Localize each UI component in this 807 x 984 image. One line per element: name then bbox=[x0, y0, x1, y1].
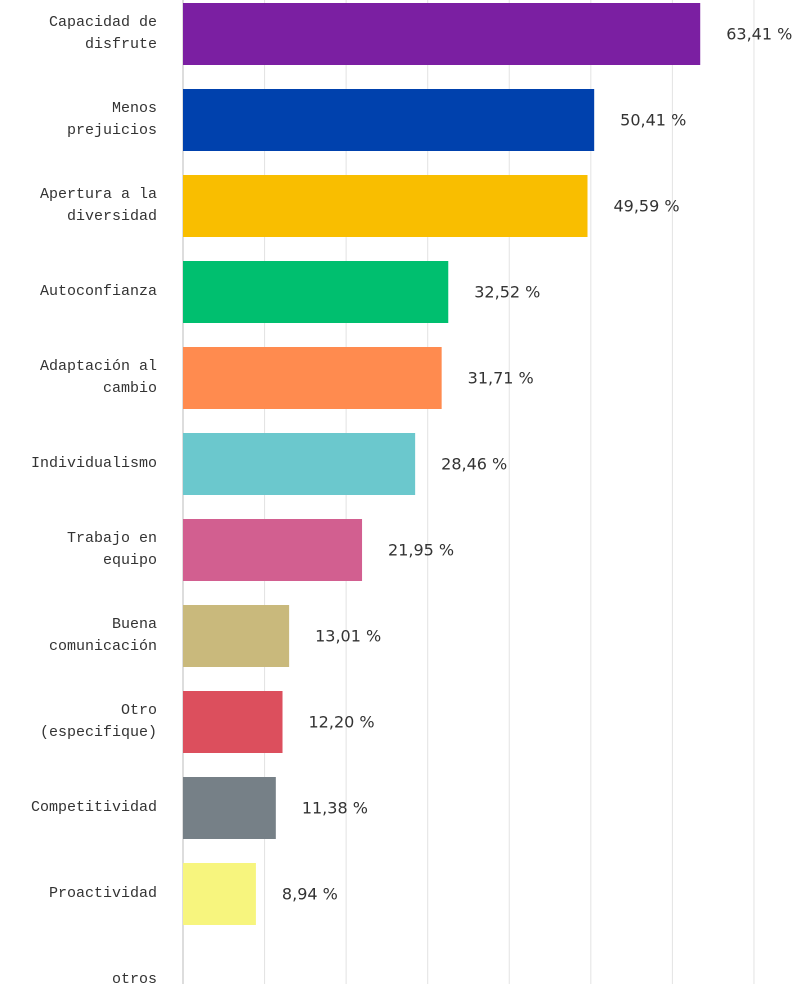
bar bbox=[183, 519, 363, 581]
value-label: 13,01 % bbox=[315, 627, 381, 646]
value-label: 32,52 % bbox=[474, 283, 540, 302]
value-label: 31,71 % bbox=[468, 369, 534, 388]
value-label: 8,94 % bbox=[282, 885, 338, 904]
category-label: otros bbox=[111, 971, 157, 984]
category-label: Otro (especifique) bbox=[39, 702, 157, 741]
bar bbox=[183, 433, 416, 495]
category-label: Apertura a la diversidad bbox=[39, 186, 157, 225]
category-label: Capacidad de disfrute bbox=[48, 14, 157, 53]
value-label: 63,41 % bbox=[726, 25, 792, 44]
category-label: Individualismo bbox=[30, 455, 157, 472]
value-label: 49,59 % bbox=[613, 197, 679, 216]
bar bbox=[183, 347, 442, 409]
category-label: Adaptación al cambio bbox=[39, 358, 157, 397]
category-label: Buena comunicación bbox=[48, 616, 157, 655]
bar bbox=[183, 777, 276, 839]
bar bbox=[183, 175, 588, 237]
category-label: Menos prejuicios bbox=[66, 100, 157, 139]
category-label: Proactividad bbox=[48, 885, 157, 902]
value-label: 21,95 % bbox=[388, 541, 454, 560]
value-label: 28,46 % bbox=[441, 455, 507, 474]
category-label: Autoconfianza bbox=[39, 283, 157, 300]
bar bbox=[183, 605, 290, 667]
category-label: Competitividad bbox=[30, 799, 157, 816]
bar bbox=[183, 691, 283, 753]
bar bbox=[183, 3, 701, 65]
bar bbox=[183, 261, 449, 323]
value-label: 50,41 % bbox=[620, 111, 686, 130]
bar bbox=[183, 89, 595, 151]
value-label: 11,38 % bbox=[302, 799, 368, 818]
category-label: Trabajo en equipo bbox=[66, 530, 157, 569]
value-label: 12,20 % bbox=[309, 713, 375, 732]
bar bbox=[183, 863, 256, 925]
